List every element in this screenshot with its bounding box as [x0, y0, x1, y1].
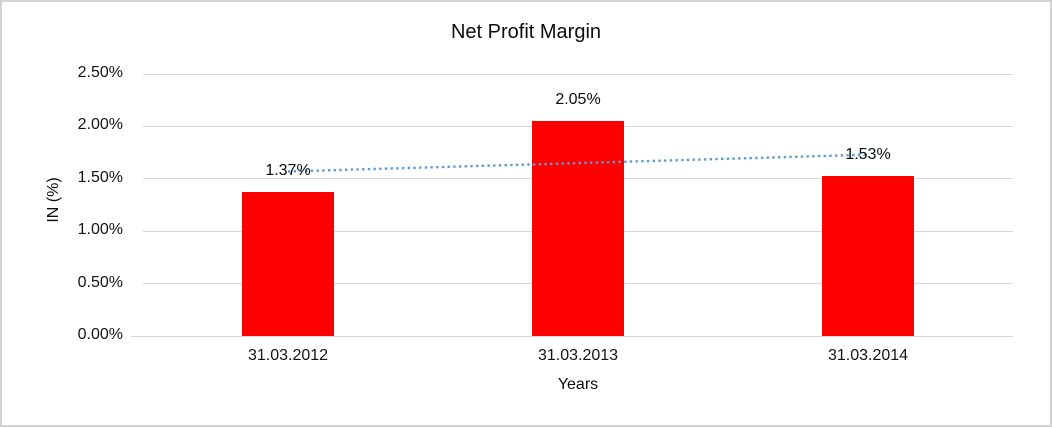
y-tick-label: 0.00%	[77, 326, 123, 343]
bar-31.03.2012	[242, 192, 334, 336]
gridline	[143, 73, 1013, 75]
y-tick-label: 0.50%	[77, 273, 123, 291]
y-tick-label: 1.50%	[77, 168, 123, 186]
x-tick-label: 31.03.2013	[537, 347, 619, 364]
chart-title: Net Profit Margin	[450, 21, 602, 43]
y-tick-label: 2.50%	[77, 64, 123, 81]
data-label: 1.37%	[265, 162, 311, 180]
x-tick-label: 31.03.2014	[827, 347, 909, 364]
y-tick-label: 1.00%	[77, 221, 123, 239]
x-axis-title: Years	[557, 376, 599, 393]
x-tick-label: 31.03.2012	[247, 347, 329, 364]
gridline	[131, 335, 1013, 337]
data-label: 1.53%	[845, 145, 891, 163]
bar-31.03.2014	[822, 175, 914, 336]
y-tick-label: 2.00%	[77, 116, 123, 134]
bar-31.03.2013	[532, 121, 624, 336]
data-label: 2.05%	[555, 91, 601, 109]
